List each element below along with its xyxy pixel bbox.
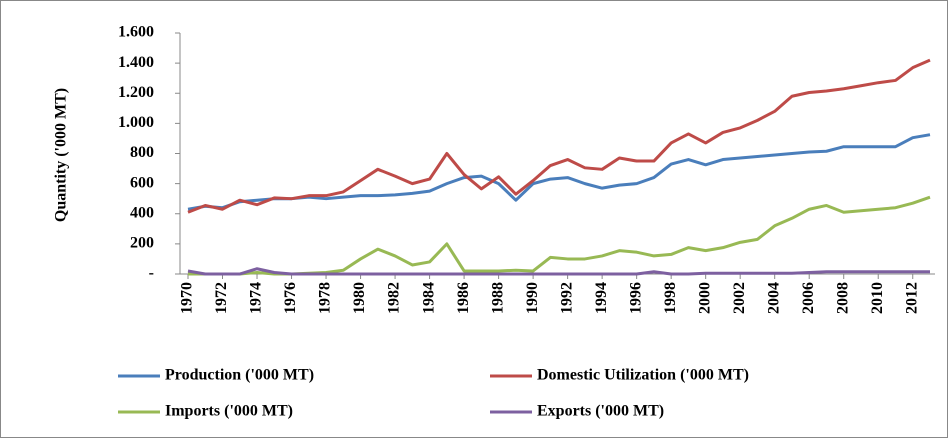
x-tick-label: 2004: [765, 282, 782, 314]
x-tick-label: 2008: [834, 282, 851, 314]
y-tick-label: 400: [130, 204, 154, 221]
x-tick-label: 2006: [800, 282, 817, 314]
series-line: [187, 267, 930, 276]
y-tick-label: 1.400: [118, 54, 154, 71]
x-tick-label: 2012: [903, 282, 920, 314]
y-axis-label: Quantity ('000 MT): [53, 88, 70, 222]
x-tick-label: 1992: [558, 282, 575, 314]
x-tick-label: 1976: [282, 282, 299, 314]
legend-label: Domestic Utilization ('000 MT): [537, 367, 749, 384]
x-tick-label: 1982: [386, 282, 403, 314]
x-tick-label: 1972: [213, 282, 230, 314]
x-tick-label: 1996: [627, 282, 644, 314]
y-tick-label: 1.200: [118, 84, 154, 101]
x-tick-label: 2002: [731, 282, 748, 314]
x-tick-label: 1980: [351, 282, 368, 314]
legend-label: Exports ('000 MT): [537, 403, 664, 420]
y-tick-label: 800: [130, 144, 154, 161]
x-tick-label: 1974: [248, 282, 265, 314]
x-tick-label: 2000: [696, 282, 713, 314]
legend-label: Production ('000 MT): [165, 367, 314, 384]
x-tick-label: 1994: [593, 282, 610, 314]
x-tick-label: 1978: [317, 282, 334, 314]
legend-label: Imports ('000 MT): [165, 403, 293, 420]
y-tick-label: 200: [130, 235, 154, 252]
y-tick-label: 600: [130, 174, 154, 191]
x-tick-label: 2010: [869, 282, 886, 314]
y-tick-label: -: [149, 265, 154, 282]
x-tick-label: 1970: [179, 282, 196, 314]
x-tick-label: 1998: [662, 282, 679, 314]
x-tick-label: 1986: [455, 282, 472, 314]
series-line: [187, 58, 931, 214]
x-tick-label: 1984: [420, 282, 437, 314]
y-tick-label: 1.600: [118, 24, 154, 41]
series-line: [187, 133, 931, 211]
x-tick-label: 1990: [524, 282, 541, 314]
y-tick-label: 1.000: [118, 114, 154, 131]
x-tick-label: 1988: [489, 282, 506, 314]
